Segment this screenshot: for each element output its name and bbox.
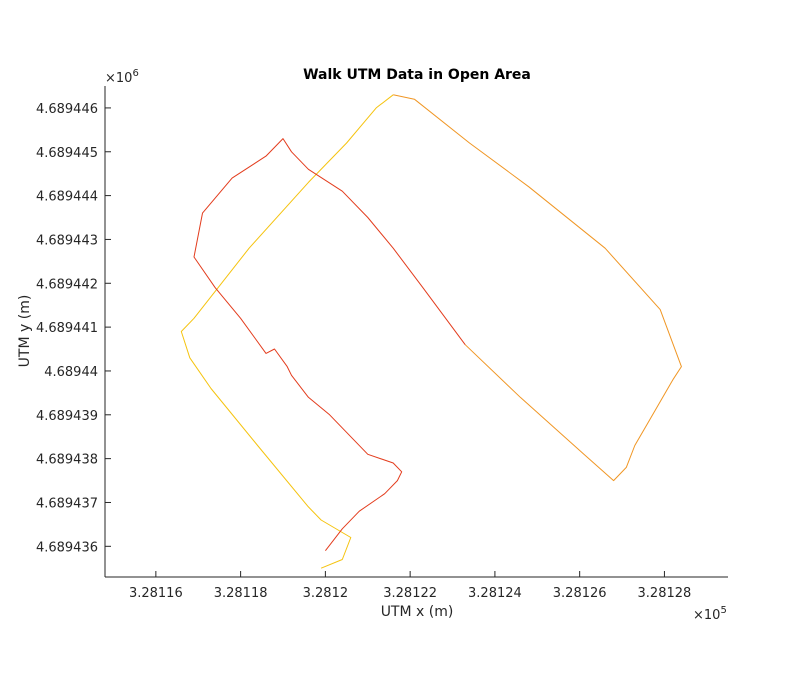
y-tick-label: 4.689445 — [36, 146, 98, 161]
x-tick-label: 3.2812 — [303, 586, 349, 601]
x-axis-label: UTM x (m) — [381, 604, 454, 620]
y-ticks: 4.6894364.6894374.6894384.6894394.689444… — [36, 102, 111, 555]
plot-area: 3.28116 3.28118 3.2812 3.28122 3.28124 3.2812… — [36, 86, 728, 601]
series-layer — [180, 94, 682, 569]
x-ticks: 3.28116 3.28118 3.2812 3.28122 3.28124 3.2812… — [129, 571, 691, 601]
y-tick-label: 4.689438 — [36, 453, 98, 468]
x-tick-label: 3.28122 — [383, 586, 437, 601]
y-tick-label: 4.68944 — [44, 365, 98, 380]
series-line-2 — [393, 94, 682, 482]
x-exponent-power: 5 — [720, 605, 726, 616]
y-tick-label: 4.689439 — [36, 409, 98, 424]
axes-background — [105, 86, 728, 577]
chart-title: Walk UTM Data in Open Area — [303, 67, 531, 83]
y-axis-label: UTM y (m) — [17, 295, 33, 368]
y-exponent-power: 6 — [132, 68, 138, 79]
y-exponent-label: ×106 — [105, 68, 139, 86]
y-tick-label: 4.689446 — [36, 102, 98, 117]
y-tick-label: 4.689437 — [36, 496, 98, 511]
y-tick-label: 4.689441 — [36, 321, 98, 336]
x-tick-label: 3.28116 — [129, 586, 183, 601]
x-exponent-label: ×105 — [693, 605, 727, 623]
x-tick-label: 3.28118 — [214, 586, 268, 601]
y-tick-label: 4.689443 — [36, 233, 98, 248]
y-exponent-base: ×10 — [105, 71, 132, 86]
y-tick-label: 4.689436 — [36, 540, 98, 555]
y-tick-label: 4.689442 — [36, 277, 98, 292]
y-tick-label: 4.689444 — [36, 190, 98, 205]
x-tick-label: 3.28128 — [638, 586, 692, 601]
x-tick-label: 3.28124 — [468, 586, 522, 601]
x-tick-label: 3.28126 — [553, 586, 607, 601]
series-line-1 — [180, 94, 394, 569]
x-exponent-base: ×10 — [693, 608, 720, 623]
series-line-3 — [193, 138, 466, 552]
